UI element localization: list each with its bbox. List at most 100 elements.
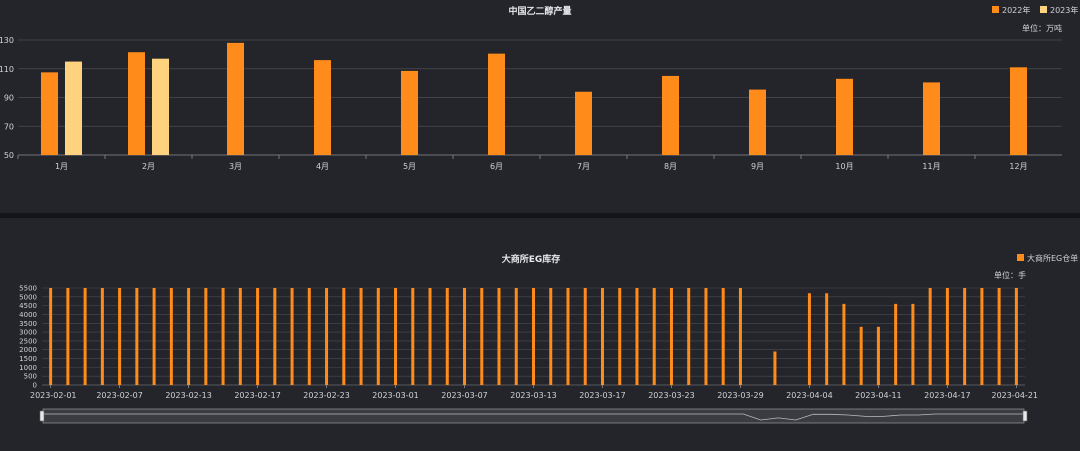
inventory-bar (100, 288, 104, 385)
inventory-bar (514, 288, 518, 385)
y-tick-label: 5000 (19, 293, 37, 301)
x-tick-label: 2023-03-17 (579, 391, 626, 400)
inventory-bar (876, 326, 880, 385)
x-tick-label: 10月 (835, 162, 853, 171)
inventory-bar (273, 288, 277, 385)
y-tick-label: 5500 (19, 285, 37, 293)
y-tick-label: 4000 (19, 311, 37, 319)
inventory-chart-panel: 大商所EG库存 大商所EG仓单 单位：手 0 500 1000 1500 2000 2500 30… (0, 244, 1080, 447)
zoom-handle-left[interactable] (39, 410, 45, 422)
bar-2022 (401, 70, 418, 155)
unit-label: 单位：手 (994, 270, 1026, 280)
inventory-bar (118, 288, 122, 385)
legend-swatch (1017, 254, 1024, 261)
zoom-handle-right[interactable] (1022, 410, 1028, 422)
inventory-bar (221, 288, 225, 385)
inventory-bar (652, 288, 656, 385)
inventory-bar (928, 288, 932, 385)
inventory-bar (204, 288, 208, 385)
inventory-bar (238, 288, 242, 385)
bar-2022 (41, 72, 58, 155)
x-tick-label: 2月 (142, 162, 155, 171)
bar-2023 (152, 58, 169, 155)
x-tick-label: 2023-02-17 (234, 391, 281, 400)
inventory-bar (359, 288, 363, 385)
inventory-bar (152, 288, 156, 385)
inventory-bar (187, 288, 191, 385)
y-tick-label: 2000 (19, 346, 37, 354)
x-tick-label: 2023-03-29 (717, 391, 764, 400)
y-tick-label: 2500 (19, 337, 37, 345)
x-tick-label: 6月 (490, 162, 503, 171)
x-tick-label: 1月 (55, 162, 68, 171)
inventory-bar (290, 288, 294, 385)
bar-2023 (65, 61, 82, 155)
x-tick-label: 8月 (664, 162, 677, 171)
inventory-bar (135, 288, 139, 385)
x-tick-label: 2023-03-13 (510, 391, 557, 400)
inventory-bar (738, 288, 742, 385)
legend-label: 2022年 (1002, 5, 1030, 15)
inventory-bar (980, 288, 984, 385)
inventory-bar (532, 288, 535, 385)
x-tick-label: 2023-04-17 (924, 391, 971, 400)
inventory-bar (687, 288, 691, 385)
inventory-bar (721, 288, 725, 385)
y-tick-label: 1500 (19, 355, 37, 363)
inventory-bar (169, 288, 173, 385)
y-tick-label: 1000 (19, 364, 37, 372)
y-tick-label: 4500 (19, 302, 37, 310)
inventory-bar (894, 303, 898, 385)
chart-title: 大商所EG库存 (502, 253, 561, 265)
inventory-bar (859, 326, 863, 385)
inventory-bar (807, 293, 811, 385)
y-tick-label: 3500 (19, 320, 37, 328)
inventory-bar (256, 288, 260, 385)
x-tick-label: 2023-03-01 (372, 391, 419, 400)
chart-title: 中国乙二醇产量 (508, 5, 571, 17)
inventory-bar (66, 288, 70, 385)
y-tick-label: 500 (24, 373, 37, 381)
y-tick-label: 70 (4, 122, 14, 131)
zoom-slider-sparkline (44, 413, 1023, 421)
inventory-bar (49, 288, 53, 385)
bar-2022 (923, 82, 940, 155)
bar-2022 (314, 60, 331, 155)
inventory-bar (376, 288, 380, 385)
x-tick-label: 4月 (316, 162, 329, 171)
y-tick-label: 130 (0, 36, 14, 45)
inventory-bar (463, 288, 467, 385)
y-tick-label: 50 (4, 151, 14, 160)
x-tick-label: 2023-02-07 (96, 391, 143, 400)
x-tick-label: 2023-04-11 (855, 391, 902, 400)
bar-2022 (488, 53, 505, 155)
legend-label: 2023年 (1050, 5, 1078, 15)
inventory-bar (325, 288, 329, 385)
inventory-bar (445, 288, 449, 385)
legend-label: 大商所EG仓单 (1027, 253, 1078, 263)
inventory-bar (566, 288, 570, 385)
inventory-bar (394, 288, 398, 385)
bar-2022 (749, 89, 766, 155)
inventory-bar (83, 288, 87, 385)
inventory-bar (480, 288, 484, 385)
panel-gap (0, 218, 1080, 245)
bar-2022 (1010, 67, 1027, 155)
inventory-bar (635, 288, 639, 385)
x-tick-label: 2023-03-23 (648, 391, 695, 400)
x-tick-label: 3月 (229, 162, 242, 171)
y-tick-label: 3000 (19, 329, 37, 337)
inventory-bar (825, 293, 829, 385)
inventory-bar (497, 288, 501, 385)
bar-2022 (662, 75, 679, 155)
x-tick-label: 2023-03-07 (441, 391, 488, 400)
y-tick-label: 110 (0, 65, 14, 74)
inventory-bar (618, 288, 622, 385)
inventory-bar (411, 288, 415, 385)
inventory-bar (945, 288, 949, 385)
x-tick-label: 2023-02-23 (303, 391, 350, 400)
inventory-bar (583, 288, 587, 385)
bar-2022 (836, 78, 853, 155)
x-tick-label: 7月 (577, 162, 590, 171)
